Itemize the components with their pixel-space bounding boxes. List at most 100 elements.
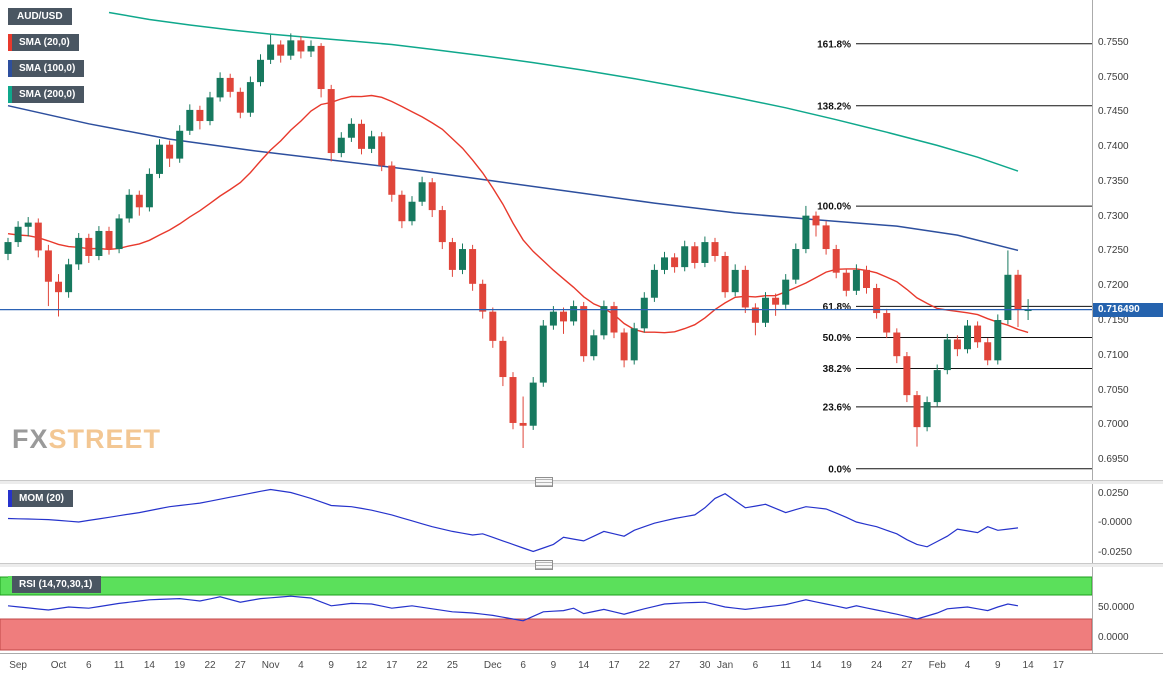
time-axis-label: Sep — [9, 660, 27, 671]
rsi-color-stripe — [8, 576, 12, 593]
time-axis-label: 25 — [446, 660, 458, 671]
momentum-indicator-chart[interactable] — [0, 483, 1092, 563]
fib-level-label: 0.0% — [828, 464, 851, 475]
time-axis-label: 22 — [638, 660, 650, 671]
fxstreet-watermark: FXSTREET — [12, 424, 161, 455]
time-axis-label: 6 — [520, 660, 526, 671]
sma200-legend-label: SMA (200,0) — [19, 89, 76, 100]
candlestick-series — [4, 33, 1032, 448]
time-axis-label: Feb — [928, 660, 946, 671]
symbol-legend-label: AUD/USD — [17, 11, 63, 22]
time-axis-label: 17 — [386, 660, 398, 671]
price-axis-label: 0.7350 — [1098, 175, 1129, 187]
time-axis-label: 14 — [578, 660, 590, 671]
price-axis-label: 0.7100 — [1098, 349, 1129, 361]
mom-axis-label: -0.0250 — [1098, 546, 1132, 558]
mom-legend-label: MOM (20) — [19, 493, 64, 504]
fxstreet-watermark-street: STREET — [48, 424, 162, 454]
rsi-oversold-band — [0, 618, 1092, 651]
rsi-legend[interactable]: RSI (14,70,30,1) — [8, 576, 102, 593]
fib-level-label: 161.8% — [817, 39, 851, 50]
price-axis-label: 0.7200 — [1098, 280, 1129, 292]
price-axis-label: 0.7450 — [1098, 106, 1129, 118]
sma100-legend-label: SMA (100,0) — [19, 63, 76, 74]
price-axis-label: 0.7300 — [1098, 210, 1129, 222]
sma100-legend[interactable]: SMA (100,0) — [8, 60, 85, 77]
rsi-axis-label: 50.0000 — [1098, 602, 1135, 613]
time-axis-label: 22 — [416, 660, 428, 671]
price-axis[interactable] — [1092, 0, 1163, 653]
symbol-legend[interactable]: AUD/USD — [8, 8, 72, 25]
fib-level-label: 23.6% — [823, 402, 851, 413]
time-axis-label: 19 — [840, 660, 852, 671]
time-axis-label: 4 — [298, 660, 304, 671]
rsi-indicator-chart[interactable] — [0, 566, 1092, 653]
panel-splitter[interactable] — [0, 563, 1163, 567]
current-price-badge: 0.716490 — [1093, 302, 1163, 317]
sma20-color-stripe — [8, 34, 12, 51]
time-axis-label: 27 — [669, 660, 681, 671]
rsi-line — [7, 595, 1019, 622]
fib-retracement: 161.8% 138.2% 100.0% 61.8% 50.0% 38.2% 23.6% 0.… — [817, 39, 1092, 475]
time-axis-label: 30 — [699, 660, 711, 671]
price-axis-label: 0.7050 — [1098, 384, 1129, 396]
panel-splitter[interactable] — [0, 480, 1163, 484]
time-axis-label: 4 — [964, 660, 971, 671]
time-axis-label: 19 — [174, 660, 186, 671]
mom-legend[interactable]: MOM (20) — [8, 490, 73, 507]
time-axis-label: Jan — [717, 660, 734, 671]
time-axis-label: Dec — [483, 660, 502, 671]
price-axis-label: 0.7400 — [1098, 141, 1129, 153]
mom-axis-label: -0.0000 — [1098, 517, 1132, 528]
time-axis[interactable]: Sep Oct 6 11 14 19 22 27 Nov 4 9 12 17 22 25 Dec 6 9 14 17 2… — [0, 653, 1163, 676]
price-axis-label: 0.6950 — [1098, 454, 1129, 466]
time-axis-label: 14 — [143, 660, 155, 671]
fib-level-label: 50.0% — [823, 333, 851, 344]
price-axis-label: 0.7550 — [1098, 36, 1129, 48]
sma100-color-stripe — [8, 60, 12, 77]
time-axis-label: 12 — [355, 660, 368, 671]
time-axis-label: 9 — [550, 660, 557, 671]
rsi-axis-label: 0.0000 — [1098, 632, 1129, 643]
fib-level-label: 100.0% — [817, 202, 851, 213]
fib-level-label: 138.2% — [817, 101, 851, 112]
price-axis-label: 0.7150 — [1098, 315, 1129, 326]
rsi-overbought-band — [0, 576, 1092, 596]
time-axis-label: 27 — [901, 660, 913, 671]
mom-color-stripe — [8, 490, 12, 507]
mom-axis-label: 0.0250 — [1098, 487, 1129, 499]
sma200-color-stripe — [8, 86, 12, 103]
main-price-chart[interactable]: 161.8% 138.2% 100.0% 61.8% 50.0% 38.2% 23.6% 0.… — [0, 0, 1092, 480]
time-axis-label: 11 — [113, 660, 125, 671]
sma200-line — [108, 11, 1019, 172]
time-axis-label: 17 — [608, 660, 620, 671]
time-axis-label: 27 — [234, 660, 246, 671]
sma200-legend[interactable]: SMA (200,0) — [8, 86, 85, 103]
time-axis-label: 6 — [752, 660, 759, 671]
time-axis-label: 17 — [1052, 660, 1064, 671]
splitter-grip-icon[interactable] — [535, 560, 553, 570]
price-axis-label: 0.7250 — [1098, 245, 1129, 257]
time-axis-label: Oct — [50, 660, 67, 671]
time-axis-label: 24 — [871, 660, 883, 671]
price-axis-label: 0.7000 — [1098, 419, 1129, 431]
time-axis-label: 14 — [1022, 660, 1034, 671]
sma20-line — [7, 94, 1029, 334]
time-axis-label: 11 — [780, 660, 791, 671]
sma20-legend-label: SMA (20,0) — [19, 37, 70, 48]
time-axis-label: 6 — [86, 660, 92, 671]
splitter-grip-icon[interactable] — [535, 477, 553, 487]
price-axis-label: 0.7500 — [1098, 71, 1129, 83]
fib-level-label: 38.2% — [823, 364, 851, 375]
fxstreet-watermark-fx: FX — [12, 424, 49, 454]
time-axis-label: 14 — [810, 660, 822, 671]
rsi-legend-label: RSI (14,70,30,1) — [19, 579, 93, 590]
time-axis-label: Nov — [261, 660, 280, 671]
time-axis-label: 9 — [328, 660, 334, 671]
fib-level-label: 61.8% — [823, 302, 851, 313]
time-axis-label: 22 — [204, 660, 216, 671]
time-axis-label: 9 — [995, 660, 1001, 671]
mom-line — [7, 488, 1019, 553]
sma20-legend[interactable]: SMA (20,0) — [8, 34, 79, 51]
